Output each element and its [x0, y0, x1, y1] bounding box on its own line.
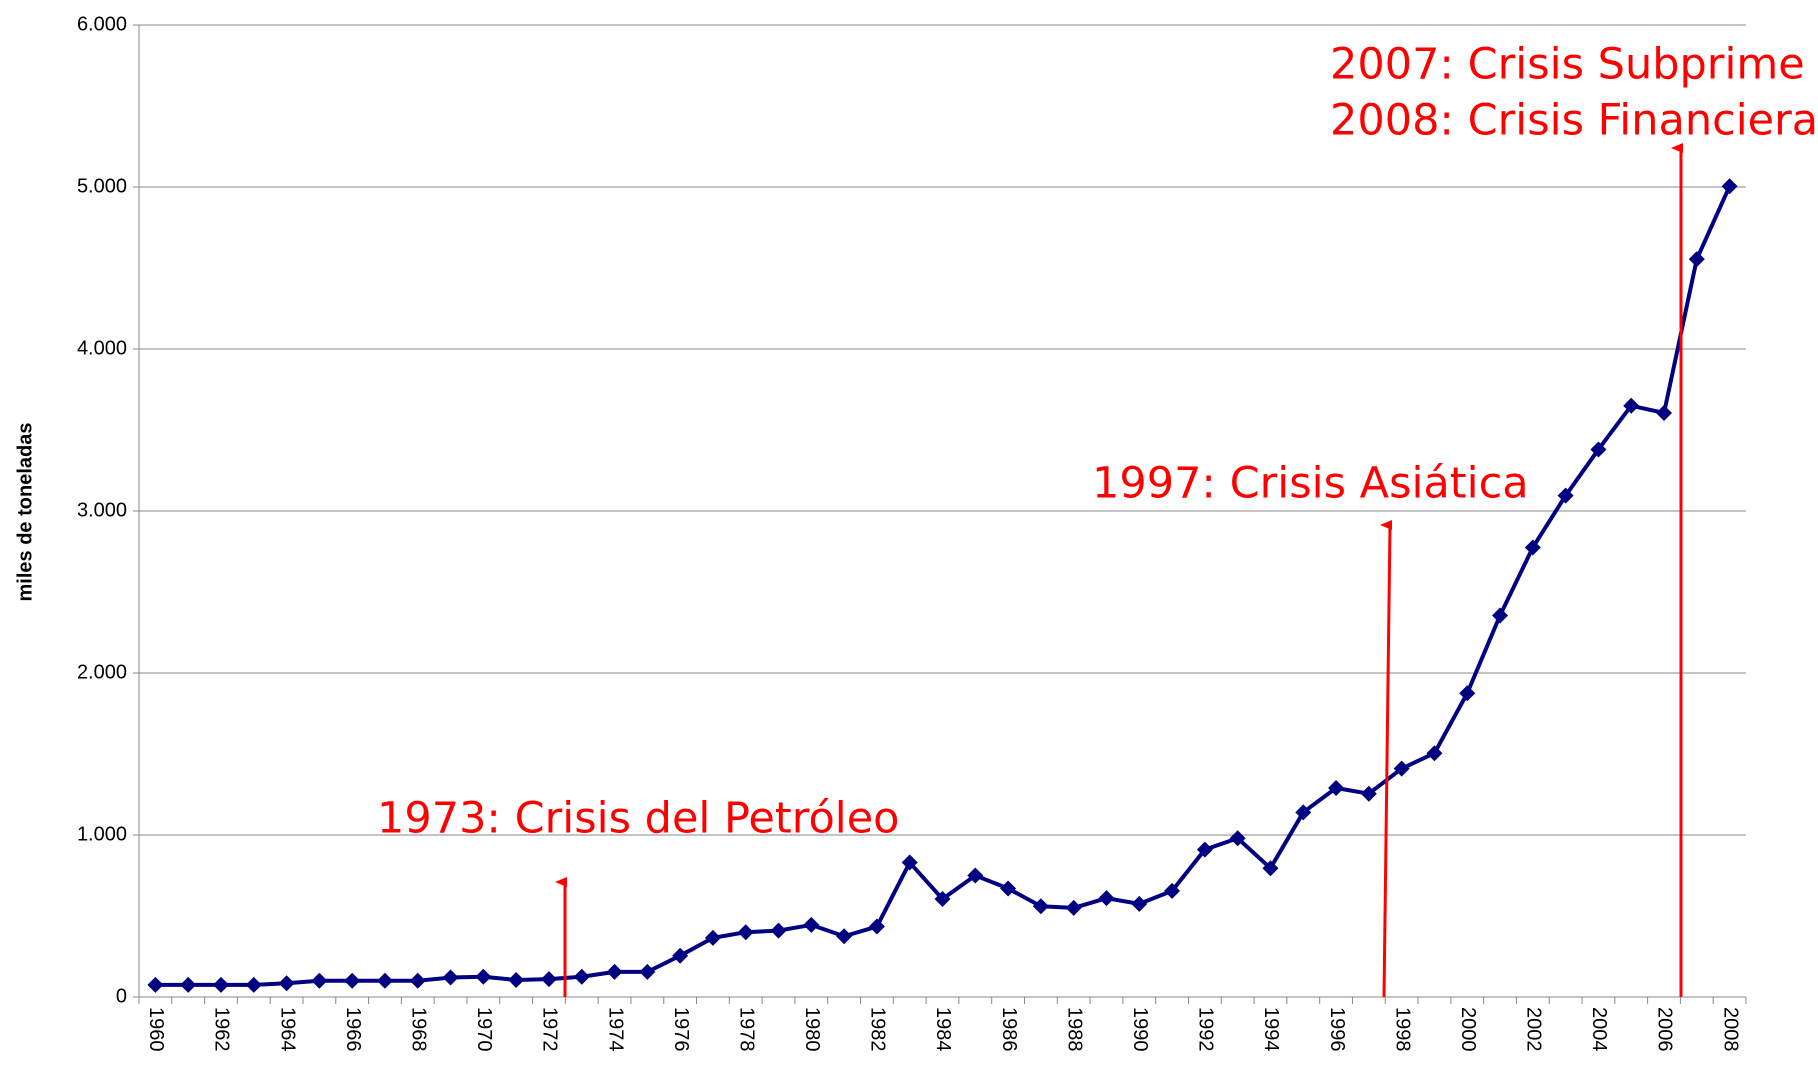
x-tick-label: 2000	[1457, 1007, 1479, 1052]
data-marker	[901, 854, 918, 871]
y-axis-label: miles de toneladas	[14, 423, 36, 602]
data-marker	[1295, 804, 1312, 821]
data-marker	[409, 972, 426, 989]
y-tick-label: 0	[116, 985, 127, 1007]
data-marker	[1459, 685, 1476, 702]
data-marker	[1262, 860, 1279, 877]
data-marker	[737, 924, 754, 941]
data-marker	[1590, 441, 1607, 458]
data-marker	[1032, 898, 1049, 915]
data-marker	[1065, 899, 1082, 916]
data-marker	[1623, 397, 1640, 414]
x-tick-label: 1984	[932, 1007, 954, 1052]
x-tick-label: 1978	[735, 1007, 757, 1052]
data-marker	[442, 969, 459, 986]
data-marker	[1131, 895, 1148, 912]
data-marker	[245, 976, 262, 993]
data-marker	[1557, 487, 1574, 504]
data-marker	[278, 975, 295, 992]
data-marker	[704, 929, 721, 946]
x-tick-label: 2002	[1523, 1007, 1545, 1052]
data-marker	[147, 976, 164, 993]
annotation: 2008: Crisis Financiera	[1330, 96, 1818, 146]
x-tick-label: 1974	[604, 1007, 626, 1052]
data-marker	[1721, 178, 1738, 195]
data-marker	[868, 918, 885, 935]
data-marker	[573, 968, 590, 985]
x-tick-label: 1998	[1391, 1007, 1413, 1052]
x-tick-label: 1996	[1326, 1007, 1348, 1052]
x-tick-label: 1976	[670, 1007, 692, 1052]
x-tick-label: 2006	[1654, 1007, 1676, 1052]
data-line	[155, 185, 1732, 987]
x-tick-label: 1966	[342, 1007, 364, 1052]
y-tick-label: 3.000	[77, 499, 127, 521]
data-marker	[344, 972, 361, 989]
data-marker	[1229, 830, 1246, 847]
data-marker	[376, 972, 393, 989]
data-marker	[1393, 760, 1410, 777]
x-tick-label: 1994	[1260, 1007, 1282, 1052]
arrow	[1380, 520, 1393, 998]
data-marker	[540, 971, 557, 988]
annotation: 2007: Crisis Subprime	[1330, 40, 1805, 90]
y-tick-label: 2.000	[77, 661, 127, 683]
data-marker	[934, 890, 951, 907]
data-marker	[180, 976, 197, 993]
x-tick-label: 1960	[145, 1007, 167, 1052]
y-tick-label: 1.000	[77, 823, 127, 845]
data-marker	[311, 972, 328, 989]
data-marker	[770, 922, 787, 939]
data-marker	[1360, 785, 1377, 802]
y-tick-label: 6.000	[77, 13, 127, 35]
y-tick-label: 5.000	[77, 175, 127, 197]
data-marker	[672, 947, 689, 964]
x-tick-label: 1980	[801, 1007, 823, 1052]
data-marker	[475, 968, 492, 985]
x-tick-label: 1990	[1129, 1007, 1151, 1052]
x-tick-label: 1964	[276, 1007, 298, 1052]
data-marker	[1000, 880, 1017, 897]
x-tick-label: 1972	[539, 1007, 561, 1052]
x-tick-label: 2008	[1719, 1007, 1741, 1052]
data-marker	[212, 976, 229, 993]
annotation: 1973: Crisis del Petróleo	[377, 794, 900, 844]
data-marker	[1164, 882, 1181, 899]
x-tick-label: 1988	[1063, 1007, 1085, 1052]
data-marker	[803, 916, 820, 933]
data-marker	[1492, 607, 1509, 624]
data-marker	[1196, 841, 1213, 858]
plot-area: 0 1.000 2.000 3.000 4.000 5.000 6.000 1960 1962 1…	[77, 13, 1747, 1052]
data-marker	[1328, 780, 1345, 797]
x-tick-label: 1986	[998, 1007, 1020, 1052]
data-marker	[1426, 745, 1443, 762]
data-marker	[1688, 251, 1705, 268]
y-tick-label: 4.000	[77, 337, 127, 359]
data-marker	[508, 971, 525, 988]
annotation: 1997: Crisis Asiática	[1092, 459, 1529, 509]
x-tick-label: 2004	[1588, 1007, 1610, 1052]
data-marker	[1098, 890, 1115, 907]
data-marker	[967, 867, 984, 884]
x-tick-label: 1982	[867, 1007, 889, 1052]
data-marker	[836, 928, 853, 945]
data-marker	[606, 963, 623, 980]
x-tick-label: 1968	[407, 1007, 429, 1052]
x-tick-label: 1970	[473, 1007, 495, 1052]
x-tick-label: 1962	[211, 1007, 233, 1052]
x-tick-label: 1992	[1195, 1007, 1217, 1052]
data-marker	[639, 963, 656, 980]
data-marker	[1524, 539, 1541, 556]
data-marker	[1656, 404, 1673, 421]
